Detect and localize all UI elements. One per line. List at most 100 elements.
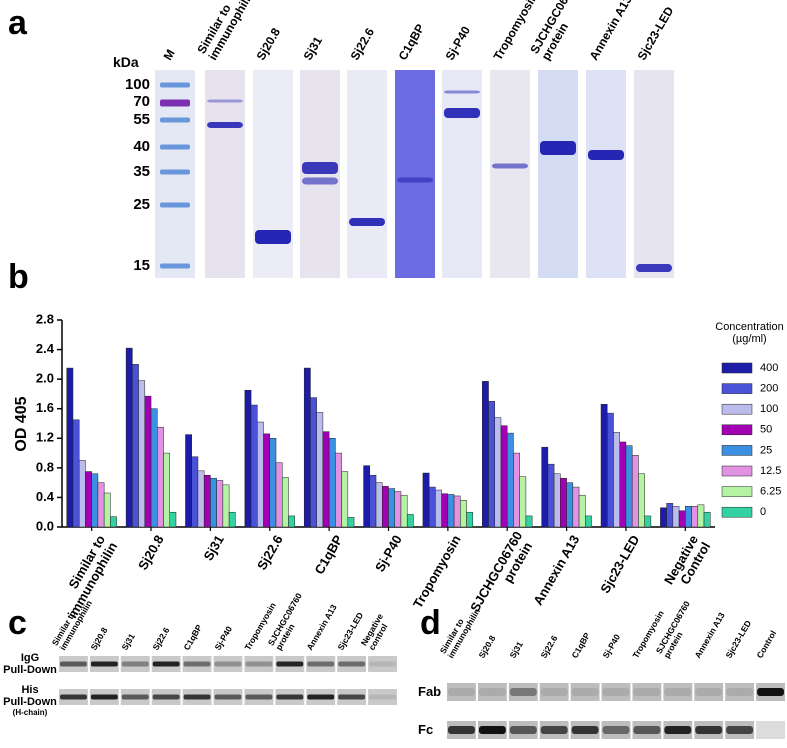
gel-lane: [205, 70, 245, 278]
marker-label: 100: [124, 76, 150, 93]
blot-band: [726, 726, 754, 734]
blot-band: [245, 694, 273, 700]
gel-band: [207, 99, 243, 103]
gel-band: [160, 263, 190, 269]
marker-label: 35: [133, 163, 150, 180]
blot-band: [369, 694, 396, 700]
bar: [150, 408, 158, 528]
gel-lane: [395, 70, 435, 278]
y-tick-label: 2.4: [36, 341, 55, 356]
blot-band: [571, 726, 599, 734]
bar: [619, 441, 627, 528]
bar: [566, 482, 574, 528]
blot-lane: [756, 721, 785, 739]
gel-lane: [253, 70, 293, 278]
gel-band: [160, 99, 190, 107]
y-tick-label: 2.8: [36, 311, 54, 326]
legend-label: 25: [760, 444, 772, 456]
blot-band: [121, 694, 149, 700]
bar: [163, 452, 170, 528]
bar: [222, 484, 230, 528]
bar: [678, 510, 686, 528]
gel-band: [302, 177, 338, 185]
legend-label: 6.25: [760, 486, 781, 498]
blot-band: [214, 694, 242, 700]
gel-band: [492, 163, 528, 169]
bar: [288, 515, 295, 528]
gel-band: [160, 144, 190, 150]
blot-band: [448, 688, 475, 696]
marker-label: 25: [133, 196, 150, 213]
blot-lane: [447, 683, 476, 701]
bar: [85, 471, 92, 528]
gel-lane: [490, 70, 530, 278]
bar: [488, 401, 496, 528]
gel-lane: [634, 70, 674, 278]
y-tick-label: 0.8: [36, 459, 54, 474]
unit-label: kDa: [113, 54, 139, 70]
panel-letter: b: [8, 258, 29, 296]
blot-band: [307, 694, 335, 700]
blot-band: [338, 661, 366, 667]
bar: [519, 476, 527, 528]
marker-label: 55: [133, 111, 150, 128]
y-axis-title: OD 405: [13, 395, 30, 452]
blot-band: [633, 726, 661, 734]
blot-band: [509, 726, 537, 734]
bar: [203, 475, 211, 528]
bar: [322, 431, 330, 528]
y-tick-label: 1.2: [36, 430, 54, 445]
gel-band: [255, 230, 291, 244]
bar: [388, 488, 395, 528]
gel-band: [349, 218, 385, 226]
blot-band: [695, 688, 723, 696]
blot-band: [602, 688, 630, 696]
legend-swatch: [721, 403, 753, 415]
gel-band: [160, 117, 190, 123]
blot-lane: [632, 683, 662, 701]
marker-label: 40: [133, 138, 150, 155]
bar: [275, 462, 283, 528]
blot-lane: [120, 656, 150, 672]
bar: [607, 412, 614, 528]
bar: [382, 486, 389, 528]
gel-band: [540, 141, 576, 155]
bar: [525, 515, 533, 528]
panel-letter: a: [8, 4, 27, 42]
marker-label: 15: [133, 257, 150, 274]
bar: [500, 425, 508, 528]
bar: [103, 492, 111, 528]
bar: [578, 494, 586, 528]
y-tick-label: 2.0: [36, 371, 54, 386]
bar: [263, 433, 271, 528]
blot-band: [183, 661, 211, 667]
blot-band: [664, 726, 692, 734]
blot-band: [664, 688, 692, 696]
bar: [328, 438, 336, 528]
blot-band: [757, 688, 784, 696]
blot-band: [602, 726, 630, 734]
bar: [244, 389, 252, 528]
gel-band: [160, 169, 190, 175]
bar: [210, 477, 217, 528]
panel-letter: c: [8, 604, 27, 642]
gel-band: [207, 122, 243, 128]
blot-band: [152, 694, 180, 700]
bar: [697, 504, 705, 528]
blot-lane: [570, 683, 600, 701]
legend-label: 200: [760, 383, 778, 395]
legend-swatch: [721, 362, 753, 374]
bar: [406, 514, 414, 528]
bar: [394, 491, 402, 528]
blot-band: [448, 726, 475, 734]
bar: [691, 506, 699, 528]
bar: [666, 503, 674, 528]
blot-band: [571, 688, 599, 696]
gel-band: [444, 108, 480, 118]
blot-band: [214, 661, 242, 667]
bar: [72, 419, 80, 528]
bar: [228, 511, 236, 528]
bar: [613, 432, 620, 528]
bar: [216, 480, 224, 528]
